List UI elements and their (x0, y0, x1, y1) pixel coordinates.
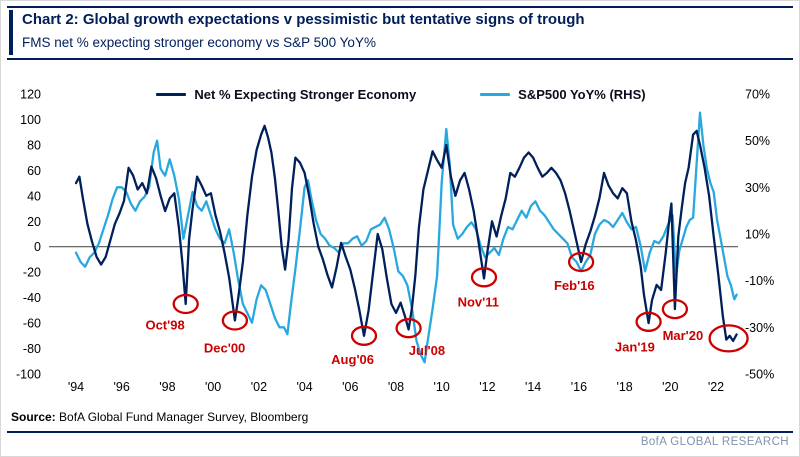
chart-title: Chart 2: Global growth expectations v pe… (22, 11, 585, 28)
left-axis-tick-label: -100 (16, 368, 41, 382)
annotation-label: Mar'20 (663, 328, 704, 343)
chart-area: 120 100 80 60 40 20 0 -20 -40 -60 -80 -100 70% 50% 30%… (1, 59, 799, 401)
annotation-circle (470, 267, 498, 288)
left-axis-tick-label: 120 (20, 88, 41, 102)
left-axis-tick-label: 20 (27, 215, 41, 229)
source-text: BofA Global Fund Manager Survey, Bloombe… (55, 410, 309, 424)
annotation-label: Aug'06 (331, 352, 374, 367)
source-line: Source: BofA Global Fund Manager Survey,… (11, 410, 308, 424)
annotation-label: Jul'08 (409, 343, 445, 358)
x-axis-tick-label: '22 (708, 380, 724, 394)
annotation-circle (567, 251, 595, 273)
left-axis-tick-label: -40 (23, 291, 41, 305)
x-axis-tick-label: '18 (616, 380, 632, 394)
x-axis-tick-label: '12 (479, 380, 495, 394)
x-axis-tick-label: '10 (434, 380, 450, 394)
right-axis-tick-label: -50% (745, 368, 774, 382)
left-axis-tick-label: 0 (34, 240, 41, 254)
left-axis-tick-label: -80 (23, 342, 41, 356)
x-axis-tick-label: '94 (68, 380, 84, 394)
right-axis-tick-label: -30% (745, 321, 774, 335)
x-axis-tick-label: '16 (571, 380, 587, 394)
annotation-circle (172, 293, 199, 315)
annotation-label: Nov'11 (458, 295, 499, 310)
left-axis-tick-label: -20 (23, 266, 41, 280)
source-label: Source: (11, 410, 56, 424)
series-line (74, 111, 738, 364)
x-axis-tick-label: '08 (388, 380, 404, 394)
x-axis-tick-label: '20 (662, 380, 678, 394)
x-axis-tick-label: '96 (114, 380, 130, 394)
x-axis-tick-label: '98 (159, 380, 175, 394)
x-axis-tick-label: '02 (251, 380, 267, 394)
annotation-circle (395, 318, 422, 339)
chart-subtitle: FMS net % expecting stronger economy vs … (22, 35, 376, 50)
annotation-label: Jan'19 (615, 339, 655, 354)
title-accent-bar (9, 10, 13, 55)
x-axis-tick-label: '00 (205, 380, 221, 394)
right-axis-tick-label: 10% (745, 228, 770, 242)
top-rule (7, 6, 793, 8)
annotation-circle (350, 325, 378, 346)
left-axis-tick-label: 60 (27, 164, 41, 178)
left-axis-tick-label: -60 (23, 317, 41, 331)
annotation-circle (661, 298, 689, 320)
left-axis-tick-label: 80 (27, 138, 41, 152)
brand-text: BofA GLOBAL RESEARCH (640, 436, 789, 448)
series-line (74, 124, 738, 343)
annotation-circle (708, 324, 749, 353)
right-axis-tick-label: 50% (745, 134, 770, 148)
x-axis-tick-label: '06 (342, 380, 358, 394)
footer-divider (7, 431, 793, 433)
annotation-circle (221, 310, 249, 331)
x-axis-tick-label: '14 (525, 380, 541, 394)
annotation-label: Feb'16 (554, 278, 595, 293)
right-axis-tick-label: 70% (745, 88, 770, 102)
annotation-label: Oct'98 (145, 318, 184, 333)
left-axis-tick-label: 100 (20, 113, 41, 127)
right-axis-tick-label: 30% (745, 181, 770, 195)
x-axis-tick-label: '04 (296, 380, 312, 394)
annotation-circle (635, 311, 662, 332)
header-divider (7, 58, 793, 60)
right-axis-tick-label: -10% (745, 274, 774, 288)
chart-canvas: 120 100 80 60 40 20 0 -20 -40 -60 -80 -100 70% 50% 30%… (16, 88, 774, 395)
annotation-label: Dec'00 (204, 341, 245, 356)
left-axis-tick-label: 40 (27, 189, 41, 203)
